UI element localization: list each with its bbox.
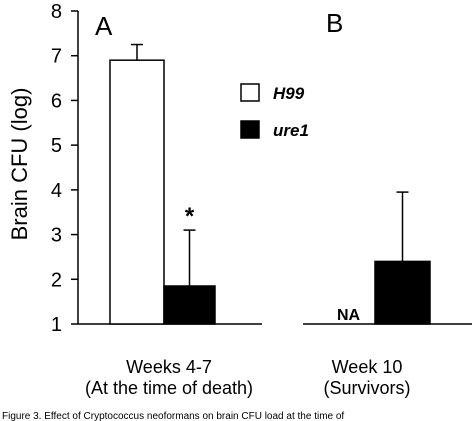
bar-b-h99-annotation: NA	[337, 307, 361, 324]
bar-b-ure1	[374, 260, 431, 325]
legend-swatch-h99	[240, 83, 260, 102]
y-tick-label: 2	[51, 269, 62, 291]
y-tick-label: 4	[51, 180, 62, 202]
y-tick-label: 6	[51, 90, 62, 112]
y-axis-label: Brain CFU (log)	[7, 88, 32, 241]
legend: H99 ure1	[240, 83, 309, 140]
x-label-a-line2: (At the time of death)	[85, 378, 253, 398]
figure-caption: Figure 3. Effect of Cryptococcus neoform…	[2, 411, 344, 421]
y-tick-label: 8	[51, 1, 62, 23]
bar-a-h99	[109, 59, 165, 325]
bars: * NA	[109, 43, 431, 325]
legend-label-ure1: ure1	[273, 121, 309, 140]
bar-a-ure1-annotation: *	[185, 203, 195, 230]
y-tick-label: 3	[51, 225, 62, 247]
x-label-b-line2: (Survivors)	[323, 378, 410, 398]
y-ticks: 1 2 3 4 5 6 7 8	[51, 1, 78, 336]
x-label-a-line1: Weeks 4-7	[126, 357, 212, 377]
panel-label-b: B	[326, 8, 343, 38]
x-label-b-line1: Week 10	[332, 357, 403, 377]
bar-a-ure1	[163, 285, 216, 325]
panel-label-a: A	[95, 11, 113, 41]
legend-label-h99: H99	[273, 84, 305, 103]
y-tick-label: 7	[51, 46, 62, 68]
y-tick-label: 1	[51, 314, 62, 336]
y-tick-label: 5	[51, 135, 62, 157]
legend-swatch-ure1	[240, 120, 260, 139]
